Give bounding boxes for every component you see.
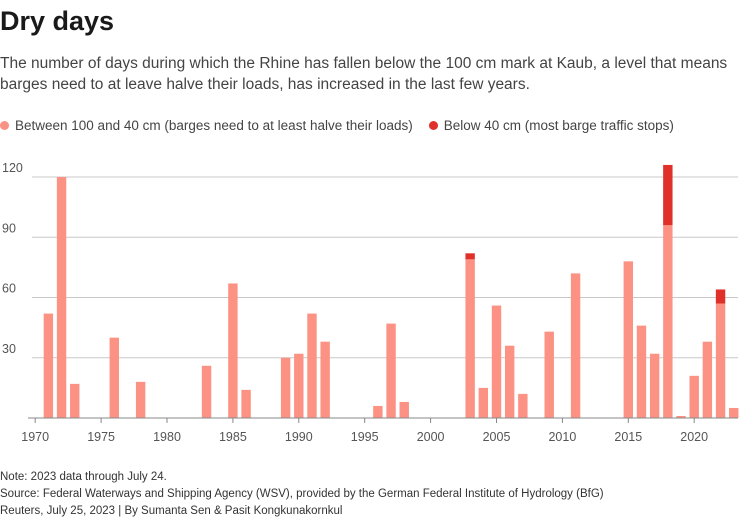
bar-2005-moderate [491, 305, 502, 418]
bar-2007-moderate [518, 393, 528, 418]
legend-label-moderate: Between 100 and 40 cm (barges need to at… [15, 118, 413, 133]
y-tick-label-30: 30 [2, 342, 16, 356]
y-tick-label-120: 120 [2, 161, 23, 175]
bar-1996-moderate [373, 405, 383, 418]
x-tick-label-1970: 1970 [21, 430, 49, 444]
bar-1983-moderate [201, 365, 212, 418]
bar-2020-moderate [689, 375, 699, 418]
bar-2018-severe [663, 164, 673, 226]
bar-2017-moderate [649, 353, 660, 418]
bar-2003-severe [465, 253, 475, 260]
chart-subtitle: The number of days during which the Rhin… [0, 55, 728, 93]
y-tick-label-90: 90 [2, 221, 16, 235]
legend-swatch-moderate [0, 121, 9, 130]
bar-1978-moderate [135, 381, 146, 418]
legend-label-severe: Below 40 cm (most barge traffic stops) [443, 118, 674, 133]
bar-2019-moderate [676, 415, 686, 418]
legend-swatch-severe [428, 121, 438, 130]
y-tick-label-60: 60 [2, 282, 16, 296]
x-tick-label-2000: 2000 [417, 430, 445, 444]
bar-2006-moderate [504, 345, 515, 418]
footer-credit: Reuters, July 25, 2023 | By Sumanta Sen … [0, 505, 343, 517]
bar-1992-moderate [320, 341, 330, 418]
bar-2023-moderate [729, 407, 739, 418]
x-tick-label-2020: 2020 [680, 430, 708, 444]
legend: Between 100 and 40 cm (barges need to at… [0, 118, 690, 133]
bar-2016-moderate [636, 325, 647, 418]
bar-1986-moderate [241, 389, 251, 418]
bar-1991-moderate [307, 313, 317, 418]
bar-1973-moderate [70, 383, 80, 418]
bar-1989-moderate [280, 357, 291, 418]
bar-2004-moderate [478, 387, 489, 418]
legend-item-severe: Below 40 cm (most barge traffic stops) [428, 118, 674, 133]
x-tick-label-2010: 2010 [548, 430, 576, 444]
bar-chart: 30 60 90 120 1970 1975 1980 1985 1990 1995 2000 200… [2, 161, 739, 444]
bar-2022-severe [715, 289, 726, 304]
x-tick-label-1980: 1980 [153, 430, 181, 444]
x-tick-label-1985: 1985 [219, 430, 247, 444]
bar-1971-moderate [43, 313, 54, 418]
footer-note: Note: 2023 data through July 24. [0, 471, 167, 483]
bar-2022-moderate [715, 303, 726, 418]
x-tick-label-2015: 2015 [614, 430, 642, 444]
x-tick-label-1995: 1995 [351, 430, 379, 444]
x-tick-label-1975: 1975 [87, 430, 115, 444]
footer-source: Source: Federal Waterways and Shipping A… [0, 488, 604, 500]
bar-1985-moderate [228, 283, 238, 418]
bar-2015-moderate [623, 261, 633, 418]
legend-item-moderate: Between 100 and 40 cm (barges need to at… [0, 118, 413, 133]
bar-1972-moderate [56, 177, 67, 418]
bar-2003-moderate [465, 259, 475, 418]
bar-1990-moderate [294, 353, 304, 418]
bar-2011-moderate [570, 273, 581, 418]
bar-2018-moderate [663, 225, 673, 418]
bar-1997-moderate [386, 323, 396, 418]
x-tick-label-1990: 1990 [285, 430, 313, 444]
bar-2009-moderate [544, 331, 554, 418]
bar-1976-moderate [109, 337, 119, 418]
chart-title: Dry days [0, 6, 115, 36]
x-tick-label-2005: 2005 [483, 430, 511, 444]
bar-2021-moderate [702, 341, 713, 418]
bar-1998-moderate [399, 401, 409, 418]
